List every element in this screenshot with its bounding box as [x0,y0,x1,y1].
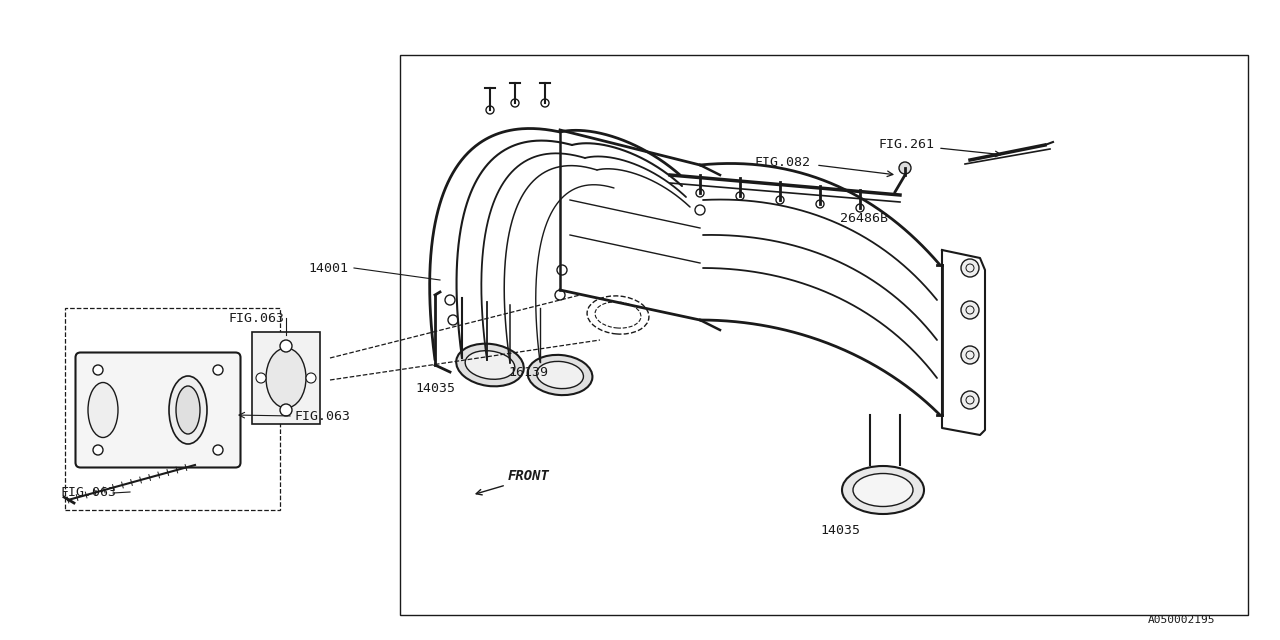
Circle shape [961,259,979,277]
Bar [399,55,1248,615]
Circle shape [212,365,223,375]
Text: 26486B: 26486B [840,211,888,225]
Circle shape [486,106,494,114]
Ellipse shape [266,348,306,408]
Circle shape [556,290,564,300]
Ellipse shape [527,355,593,395]
Text: FIG.082: FIG.082 [755,157,812,170]
Circle shape [557,265,567,275]
Circle shape [280,404,292,416]
Ellipse shape [465,351,515,380]
Text: FIG.063: FIG.063 [294,410,351,422]
FancyBboxPatch shape [76,353,241,467]
Circle shape [511,99,518,107]
Circle shape [961,391,979,409]
Ellipse shape [169,376,207,444]
Text: 14035: 14035 [415,381,454,394]
Circle shape [280,340,292,352]
Circle shape [695,205,705,215]
Text: FRONT: FRONT [508,469,550,483]
Ellipse shape [456,344,524,387]
Circle shape [541,99,549,107]
Circle shape [306,373,316,383]
Bar [252,332,320,424]
Circle shape [736,192,744,200]
Text: FIG.261: FIG.261 [878,138,934,152]
Circle shape [445,295,454,305]
Ellipse shape [88,383,118,438]
Circle shape [256,373,266,383]
Text: 14035: 14035 [820,525,860,538]
Text: 16139: 16139 [508,367,548,380]
Ellipse shape [842,466,924,514]
Text: FIG.063: FIG.063 [60,486,116,499]
Circle shape [961,346,979,364]
Ellipse shape [536,362,584,388]
Circle shape [212,445,223,455]
Circle shape [696,189,704,197]
Circle shape [448,315,458,325]
Ellipse shape [177,386,200,434]
Text: FIG.063: FIG.063 [228,312,284,324]
Ellipse shape [852,474,913,506]
Circle shape [93,365,102,375]
Bar [65,308,280,510]
Circle shape [961,301,979,319]
Circle shape [899,162,911,174]
Circle shape [776,196,783,204]
Text: A050002195: A050002195 [1148,615,1216,625]
Circle shape [93,445,102,455]
Circle shape [856,204,864,212]
Text: 14001: 14001 [308,262,348,275]
Circle shape [817,200,824,208]
